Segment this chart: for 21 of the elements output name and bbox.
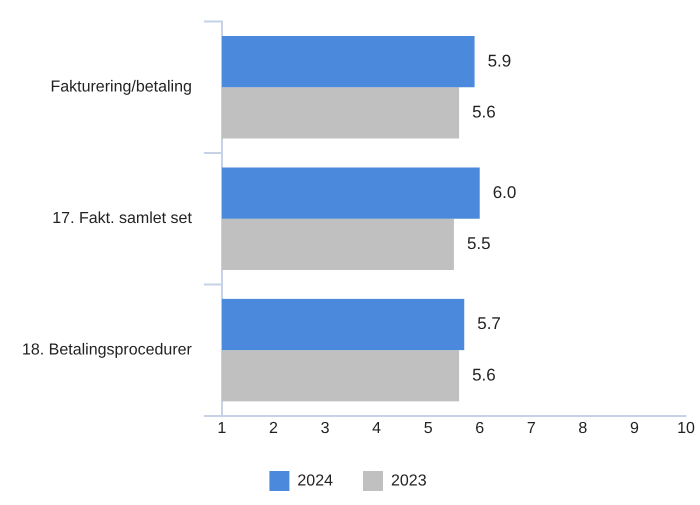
data-label: 5.6 (472, 102, 496, 122)
y-tick-label: 18. Betalingsprocedurer (22, 342, 193, 359)
x-tick-label: 9 (630, 420, 639, 437)
x-tick-label: 8 (578, 420, 588, 437)
legend-label: 2024 (297, 472, 334, 490)
legend-label: 2023 (391, 472, 427, 490)
x-tick-label: 2 (269, 420, 278, 437)
x-tick-label: 1 (217, 420, 226, 437)
data-label: 5.9 (488, 51, 512, 70)
x-tick-label: 7 (526, 420, 536, 437)
x-tick-label: 10 (677, 420, 695, 437)
x-tick-label: 4 (372, 420, 382, 437)
y-tick-label: Fakturering/betaling (50, 78, 192, 96)
x-tick-label: 3 (320, 420, 330, 437)
data-label: 5.5 (466, 234, 491, 254)
data-label: 5.6 (472, 365, 496, 384)
data-label: 6.0 (492, 182, 516, 202)
y-tick-label: 17. Fakt. samlet set (52, 210, 192, 228)
x-tick-label: 5 (424, 420, 433, 437)
data-label: 5.7 (477, 314, 501, 334)
x-tick-label: 6 (475, 420, 484, 437)
